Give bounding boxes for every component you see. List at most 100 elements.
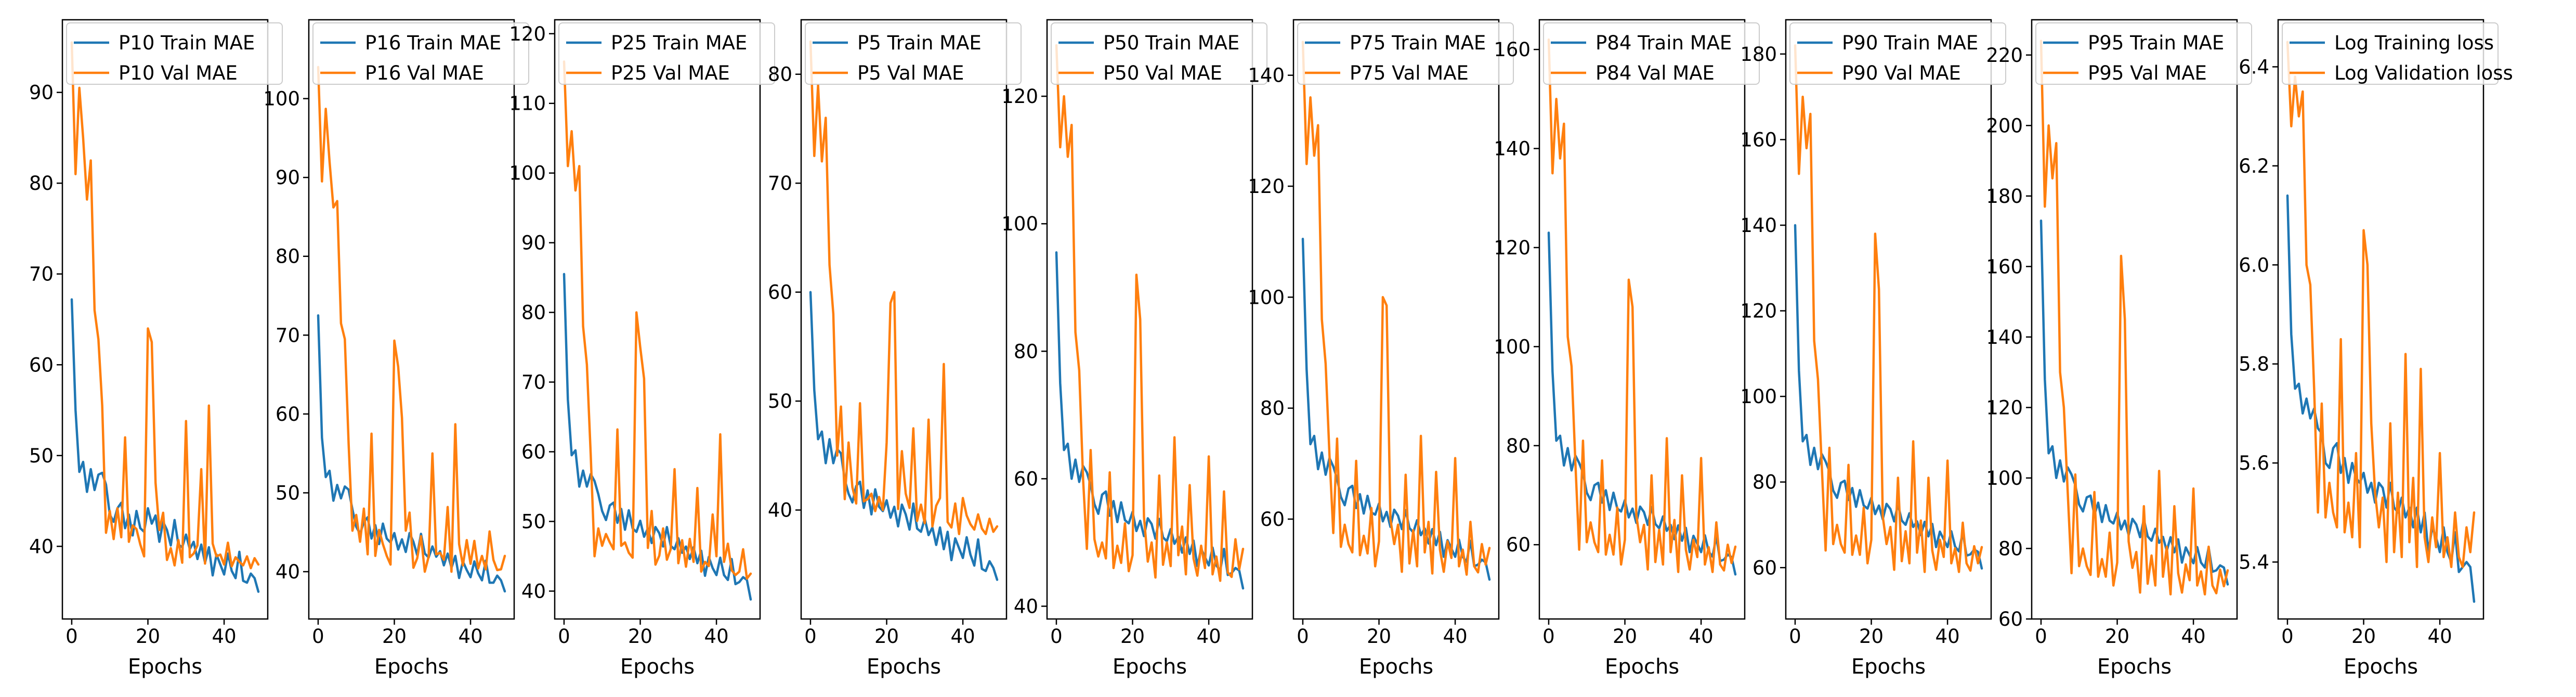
y-tick-label: 100 [509,162,546,185]
y-tick-label: 50 [768,390,792,412]
y-tick-label: 100 [263,88,300,110]
x-tick-label: 20 [382,625,407,648]
legend-box [312,22,529,85]
plot-area-frame [2031,19,2238,620]
y-tick-label: 220 [1986,44,2023,67]
legend-label: P95 Val MAE [2088,62,2207,84]
x-axis-label: Epochs [2097,655,2172,679]
y-tick-label: 180 [1740,43,1777,66]
x-axis-label: Epochs [1113,655,1187,679]
plot-area-frame [554,19,761,620]
plot-area-frame [1046,19,1253,620]
legend-label: P16 Train MAE [365,32,501,54]
x-axis-label: Epochs [867,655,941,679]
y-tick-label: 180 [1986,185,2023,208]
legend-box [2035,22,2252,85]
legend-label: P50 Train MAE [1103,32,1239,54]
y-tick-label: 140 [1986,326,2023,348]
plot-area-frame [308,19,515,620]
subplot-2: 0 20 40 40 50 60 70 80 90 100 Epochs P16 Train MAE P… [263,19,529,679]
y-tick-label: 50 [29,445,54,467]
series-line-val [317,66,506,573]
x-tick-label: 20 [1859,625,1884,648]
y-tick-label: 80 [521,302,546,324]
x-axis-label: Epochs [128,655,202,679]
x-axis-label: Epochs [620,655,695,679]
y-tick-label: 100 [1001,213,1038,235]
legend-box [1789,22,2006,85]
y-tick-label: 140 [1494,138,1531,160]
x-tick-label: 40 [2428,625,2452,648]
x-tick-label: 0 [1050,625,1063,648]
subplot-4: 0 20 40 40 50 60 70 80 Epochs P5 Train MAE P5 Val … [768,19,1022,679]
x-tick-label: 40 [1443,625,1468,648]
x-tick-label: 40 [459,625,483,648]
y-tick-label: 40 [521,580,546,602]
legend-label: P5 Val MAE [857,62,964,84]
subplot-7: 0 20 40 60 80 100 120 140 160 Epochs P84 Train MAE… [1494,19,1760,679]
series-line-val [1794,44,1983,573]
y-tick-label: 120 [1740,300,1777,322]
series-line-val [1547,38,1737,573]
plot-area-frame [1785,19,1992,620]
legend-box [1543,22,1760,85]
y-tick-label: 110 [509,93,546,115]
x-tick-label: 0 [312,625,324,648]
subplot-1: 0 20 40 40 50 60 70 80 90 Epochs P10 Train MAE P10 … [29,19,283,679]
x-axis-label: Epochs [1851,655,1926,679]
y-tick-label: 90 [29,82,54,104]
y-tick-label: 40 [768,499,792,522]
plot-area-frame [1538,19,1746,620]
x-tick-label: 20 [1367,625,1391,648]
legend-label: P10 Val MAE [119,62,238,84]
x-tick-label: 40 [951,625,975,648]
x-tick-label: 20 [1120,625,1145,648]
y-tick-label: 120 [1001,85,1038,108]
y-tick-label: 40 [276,561,300,583]
x-tick-label: 0 [558,625,570,648]
y-tick-label: 5.4 [2239,551,2269,574]
x-tick-label: 40 [2181,625,2206,648]
x-tick-label: 0 [1789,625,1801,648]
y-tick-label: 60 [1260,508,1285,531]
subplot-9: 0 20 40 60 80 100 120 140 160 180 200 220 Epochs P95 … [1986,19,2252,679]
y-tick-label: 80 [1014,340,1038,363]
x-tick-label: 0 [804,625,817,648]
x-tick-label: 20 [136,625,160,648]
legend-label: P50 Val MAE [1103,62,1222,84]
legend-label: P16 Val MAE [365,62,484,84]
legend-box [1297,22,1514,85]
subplot-3: 0 20 40 40 50 60 70 80 90 100 110 120 Epochs P25 Trai… [509,19,775,679]
subplot-6: 0 20 40 60 80 100 120 140 Epochs P75 Train MAE P75… [1248,19,1514,679]
series-line-train [809,291,999,581]
x-tick-label: 0 [1542,625,1555,648]
legend-box [1051,22,1267,85]
y-tick-label: 80 [768,63,792,86]
subplot-8: 0 20 40 60 80 100 120 140 160 180 Epochs P90 Train … [1740,19,2006,679]
y-tick-label: 80 [1753,471,1777,494]
x-tick-label: 20 [1613,625,1637,648]
x-axis-label: Epochs [2344,655,2418,679]
y-tick-label: 100 [1248,286,1285,308]
legend-label: P90 Train MAE [1842,32,1978,54]
y-tick-label: 6.4 [2239,56,2269,78]
legend-box [66,22,283,85]
x-tick-label: 40 [1197,625,1221,648]
series-line-val [2286,41,2476,569]
y-tick-label: 6.2 [2239,155,2269,177]
x-tick-label: 20 [2105,625,2129,648]
y-tick-label: 140 [1248,64,1285,87]
legend-label: P5 Train MAE [857,32,982,54]
y-tick-label: 5.6 [2239,452,2269,474]
y-tick-label: 160 [1494,38,1531,61]
y-tick-label: 120 [509,23,546,45]
series-line-val [1301,41,1491,576]
series-line-val [1055,44,1245,582]
y-tick-label: 50 [276,482,300,504]
legend-label: Log Validation loss [2334,62,2513,84]
y-tick-label: 120 [1986,396,2023,419]
legend-label: Log Training loss [2334,32,2494,54]
y-tick-label: 80 [1998,537,2023,560]
legend-label: P95 Train MAE [2088,32,2224,54]
series-line-val [809,40,999,535]
